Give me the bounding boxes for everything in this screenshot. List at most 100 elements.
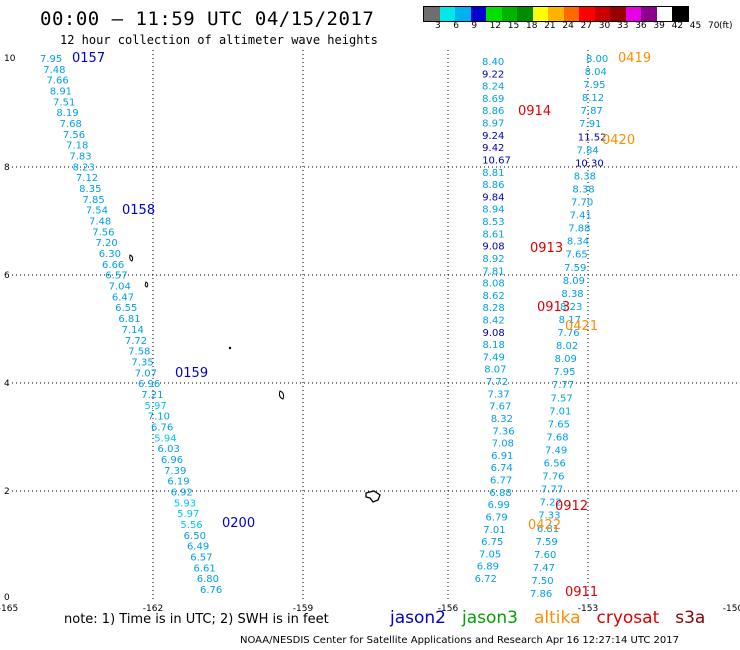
wave-height-value: 7.91: [579, 119, 601, 130]
wave-height-value: 6.74: [491, 463, 513, 474]
wave-height-value: 7.56: [92, 227, 114, 238]
wave-height-value: 8.38: [574, 171, 596, 182]
x-tick-label: -165: [0, 604, 18, 614]
wave-height-value: 7.21: [141, 390, 163, 401]
satellite-cryosat: cryosat: [596, 608, 660, 628]
wave-height-value: 7.81: [482, 266, 504, 277]
pass-time-label: 0914: [518, 104, 551, 119]
pass-time-labels: 0157 0158 0159 0200 0914 0913 0913 0912 0911 0419…: [72, 51, 651, 600]
wave-height-value: 10.30: [575, 158, 604, 169]
wave-height-value: 7.86: [530, 589, 552, 600]
legend-swatch: [610, 7, 626, 21]
wave-height-value: 7.68: [60, 119, 82, 130]
pass-time-label: 0159: [175, 366, 208, 381]
wave-height-value: 9.08: [482, 242, 504, 253]
wave-height-value: 7.65: [548, 419, 570, 430]
pass-time-label: 0421: [565, 319, 598, 334]
y-tick-label: 2: [4, 487, 10, 497]
wave-height-value: 8.34: [567, 237, 589, 248]
wave-height-value: 7.07: [135, 368, 157, 379]
wave-height-value: 7.51: [53, 97, 75, 108]
wave-height-value: 7.05: [479, 549, 501, 560]
wave-height-value: 6.76: [200, 585, 222, 596]
wave-height-value: 6.76: [151, 422, 173, 433]
legend-swatch: [656, 7, 672, 21]
x-tick-label: -162: [143, 604, 163, 614]
wave-height-value: 7.48: [89, 217, 111, 228]
x-tick-label: -153: [578, 604, 598, 614]
legend-label: 27: [580, 21, 593, 31]
wave-height-value: 5.56: [180, 520, 202, 531]
satellite-jason3: jason3: [462, 608, 518, 628]
wave-height-value: 8.19: [56, 108, 78, 119]
wave-height-value: 6.30: [99, 249, 121, 260]
islands: [129, 254, 381, 503]
wave-height-value: 6.96: [161, 455, 183, 466]
wave-height-value: 8.35: [79, 184, 101, 195]
wave-height-legend-labels: 3 6 9 12 15 18 21 24 27 30 33 36 39 42 45 70 (ft): [423, 21, 740, 35]
wave-height-value: 7.49: [545, 445, 567, 456]
wave-height-value: 6.61: [193, 563, 215, 574]
wave-height-value: 7.56: [63, 130, 85, 141]
wave-height-value: 8.28: [482, 303, 504, 314]
y-tick-label: 8: [4, 163, 10, 173]
wave-height-value: 8.24: [482, 82, 504, 93]
legend-swatch: [532, 7, 548, 21]
wave-height-value: 6.91: [491, 451, 513, 462]
wave-height-value: 6.92: [171, 487, 193, 498]
x-tick-label: -159: [293, 604, 314, 614]
wave-height-value: 7.39: [164, 466, 186, 477]
wave-height-value: 6.80: [197, 574, 219, 585]
wave-height-value: 7.68: [546, 432, 568, 443]
wave-height-value: 6.77: [490, 476, 512, 487]
wave-height-value: 9.84: [482, 192, 504, 203]
wave-height-value: 8.69: [482, 94, 504, 105]
island-shape: [144, 281, 149, 288]
map-subtitle: 12 hour collection of altimeter wave hei…: [60, 33, 378, 47]
x-tick-label: -150: [723, 604, 740, 614]
legend-label: 21: [544, 21, 556, 31]
wave-height-value: 7.67: [489, 402, 511, 413]
pass-time-label: 0913: [537, 300, 570, 315]
legend-label: 45: [689, 21, 702, 31]
wave-height-value: 6.57: [190, 552, 212, 563]
pass-time-label: 0913: [530, 241, 563, 256]
pass-time-label: 0157: [72, 51, 105, 66]
wave-height-value: 9.24: [482, 131, 504, 142]
wave-height-value: 7.77: [541, 485, 563, 496]
wave-height-value: 7.47: [533, 563, 555, 574]
satellite-legend: jason2 jason3 altika cryosat s3a: [390, 608, 721, 628]
wave-height-value: 8.00: [586, 54, 608, 65]
legend-swatch: [517, 7, 533, 21]
wave-height-value: 7.41: [570, 211, 592, 222]
y-tick-label: 0: [4, 593, 10, 603]
legend-label: 39: [653, 21, 665, 31]
wave-height-value: 7.57: [550, 393, 572, 404]
wave-height-value: 7.14: [122, 325, 144, 336]
legend-swatch: [625, 7, 641, 21]
wave-height-value: 7.76: [557, 328, 579, 339]
island-shape: [228, 346, 232, 350]
wave-height-value: 7.20: [96, 238, 118, 249]
wave-height-value: 6.79: [485, 512, 507, 523]
legend-label: 9: [471, 21, 478, 31]
wave-height-value: 8.23: [73, 162, 95, 173]
wave-height-value: 7.04: [109, 282, 131, 293]
wave-height-value: 7.35: [131, 357, 153, 368]
pass-time-label: 0419: [618, 51, 651, 66]
wave-height-value: 8.53: [482, 217, 504, 228]
wave-height-value: 8.32: [491, 414, 513, 425]
wave-height-value: 8.38: [572, 184, 594, 195]
wave-height-value: 7.12: [76, 173, 98, 184]
legend-label: 36: [635, 21, 647, 31]
legend-unit: (ft): [719, 21, 733, 31]
wave-height-value: 8.09: [563, 276, 585, 287]
legend-swatch: [579, 7, 595, 21]
x-tick-label: -156: [438, 604, 459, 614]
wave-height-value: 6.81: [537, 524, 559, 535]
wave-height-value: 7.58: [128, 347, 150, 358]
wave-height-value: 8.92: [482, 254, 504, 265]
wave-height-value: 8.18: [483, 340, 505, 351]
wave-height-value: 6.99: [488, 500, 510, 511]
island-shape: [129, 254, 134, 262]
